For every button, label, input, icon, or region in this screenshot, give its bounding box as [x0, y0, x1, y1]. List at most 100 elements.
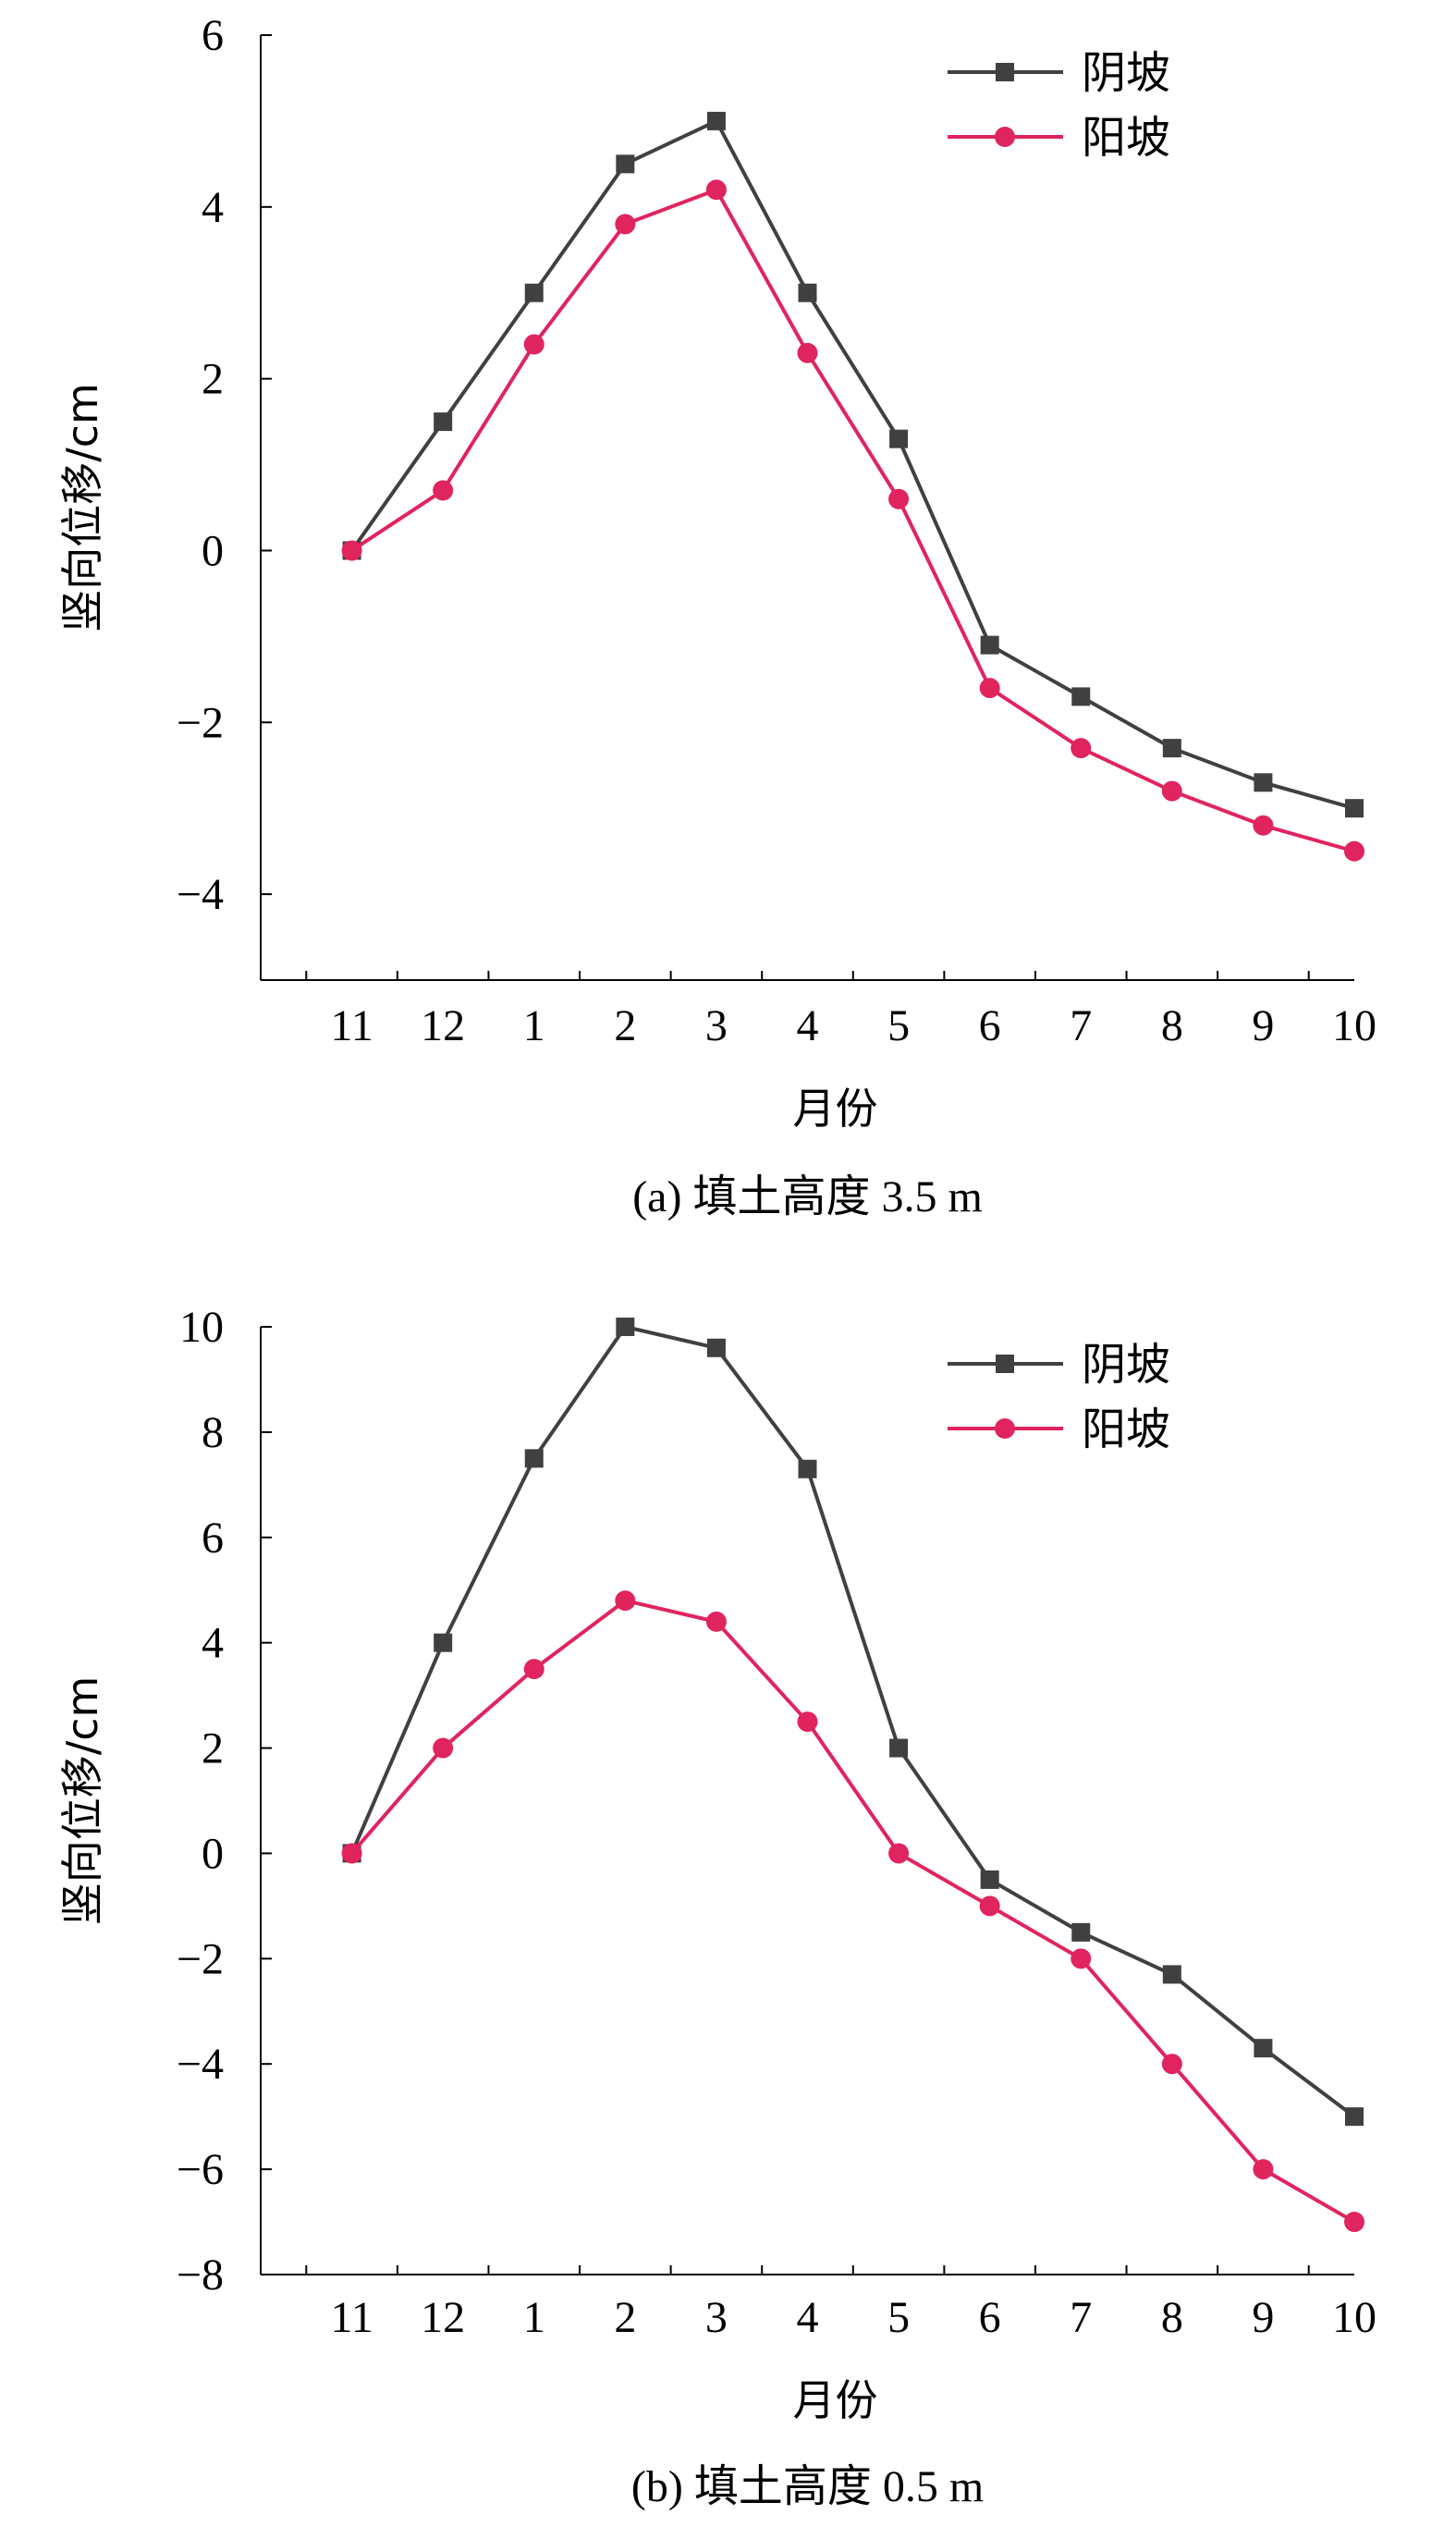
data-point	[615, 1590, 636, 1612]
x-tick-label: 12	[421, 1001, 465, 1050]
data-point	[979, 1895, 1000, 1917]
data-point	[1071, 687, 1091, 706]
legend-label: 阳坡	[1082, 112, 1170, 164]
x-tick-label: 9	[1252, 1001, 1274, 1050]
x-tick-label: 4	[797, 2293, 819, 2342]
series-阳坡	[341, 179, 1364, 862]
y-tick-label: 2	[202, 355, 224, 404]
y-tick-label: −8	[177, 2251, 224, 2300]
data-point	[1345, 2107, 1364, 2127]
y-tick-label: 8	[202, 1408, 224, 1457]
x-tick-label: 8	[1161, 2293, 1183, 2342]
data-point	[888, 488, 910, 509]
data-point	[616, 1318, 635, 1336]
series-阴坡	[342, 1318, 1364, 2127]
x-tick-label: 7	[1070, 2293, 1092, 2342]
data-point	[888, 1843, 910, 1864]
x-tick-label: 3	[705, 1001, 728, 1050]
legend-label: 阳坡	[1082, 1404, 1170, 1455]
x-tick-label: 3	[705, 2293, 728, 2342]
x-tick-label: 7	[1070, 1001, 1092, 1050]
series-阳坡	[341, 1590, 1364, 2233]
data-point	[1161, 780, 1182, 802]
series-line	[349, 118, 1355, 811]
data-point	[1071, 1948, 1092, 1969]
x-tick-label: 1	[523, 2293, 545, 2342]
x-tick-label: 10	[1332, 2293, 1376, 2342]
data-point	[705, 179, 727, 201]
data-point	[1253, 2159, 1274, 2180]
data-point	[341, 540, 362, 561]
legend-marker	[995, 127, 1015, 147]
series-阴坡	[342, 111, 1364, 818]
series-line	[349, 1325, 1356, 2118]
data-point	[889, 1738, 909, 1758]
x-tick-label: 2	[614, 1001, 636, 1050]
data-point	[1254, 2039, 1273, 2058]
x-tick-label: 2	[614, 2293, 636, 2342]
y-tick-label: 6	[202, 11, 224, 60]
data-point	[1344, 840, 1364, 862]
data-point	[706, 111, 726, 130]
data-point	[434, 1633, 453, 1652]
y-tick-label: 4	[202, 1619, 224, 1668]
data-point	[616, 154, 635, 174]
data-point	[706, 1338, 726, 1357]
data-point	[1162, 739, 1181, 758]
y-tick-label: −4	[177, 870, 224, 919]
y-tick-label: 2	[202, 1724, 224, 1773]
data-point	[980, 1870, 999, 1889]
data-point	[980, 635, 999, 655]
y-tick-label: 10	[179, 1303, 224, 1352]
data-point	[524, 1449, 544, 1468]
data-point	[1344, 2212, 1364, 2233]
y-tick-label: −2	[177, 1934, 224, 1983]
data-point	[798, 1459, 817, 1478]
y-tick-label: −6	[177, 2145, 224, 2194]
x-tick-label: 11	[330, 1001, 373, 1050]
x-tick-label: 1	[523, 1001, 545, 1050]
data-point	[797, 342, 818, 363]
data-point	[1071, 738, 1092, 759]
x-axis-title: 月份	[793, 2375, 878, 2425]
data-point	[1162, 1965, 1181, 1984]
data-point	[341, 1843, 362, 1864]
legend-marker	[995, 1418, 1015, 1439]
data-point	[433, 1737, 454, 1759]
data-point	[1254, 773, 1273, 792]
x-tick-label: 12	[421, 2293, 465, 2342]
x-tick-label: 5	[887, 2293, 910, 2342]
data-point	[1071, 1922, 1091, 1942]
x-tick-label: 9	[1252, 2293, 1274, 2342]
data-point	[1161, 2054, 1182, 2075]
data-point	[705, 1611, 727, 1632]
series-line	[350, 1599, 1356, 2224]
x-tick-label: 6	[979, 1001, 1001, 1050]
data-point	[979, 678, 1000, 699]
chart-caption: (b) 填土高度 0.5 m	[631, 2462, 984, 2511]
x-tick-label: 6	[979, 2293, 1001, 2342]
data-point	[524, 283, 544, 302]
legend-label: 阴坡	[1082, 1339, 1170, 1391]
y-axis-title: 竖向位移/cm	[57, 1676, 107, 1926]
x-tick-label: 5	[887, 1001, 910, 1050]
data-point	[1345, 799, 1364, 818]
y-tick-label: −4	[177, 2040, 224, 2089]
x-tick-label: 8	[1161, 1001, 1183, 1050]
x-tick-label: 11	[330, 2293, 373, 2342]
y-tick-label: 6	[202, 1514, 224, 1563]
x-tick-label: 10	[1332, 1001, 1376, 1050]
y-tick-label: 4	[202, 183, 224, 232]
legend-marker	[996, 1355, 1014, 1373]
data-point	[434, 412, 453, 432]
y-axis-title: 竖向位移/cm	[57, 383, 107, 632]
x-axis-title: 月份	[793, 1084, 878, 1134]
data-point	[615, 214, 636, 235]
legend-label: 阴坡	[1082, 47, 1170, 99]
series-line	[350, 188, 1355, 853]
